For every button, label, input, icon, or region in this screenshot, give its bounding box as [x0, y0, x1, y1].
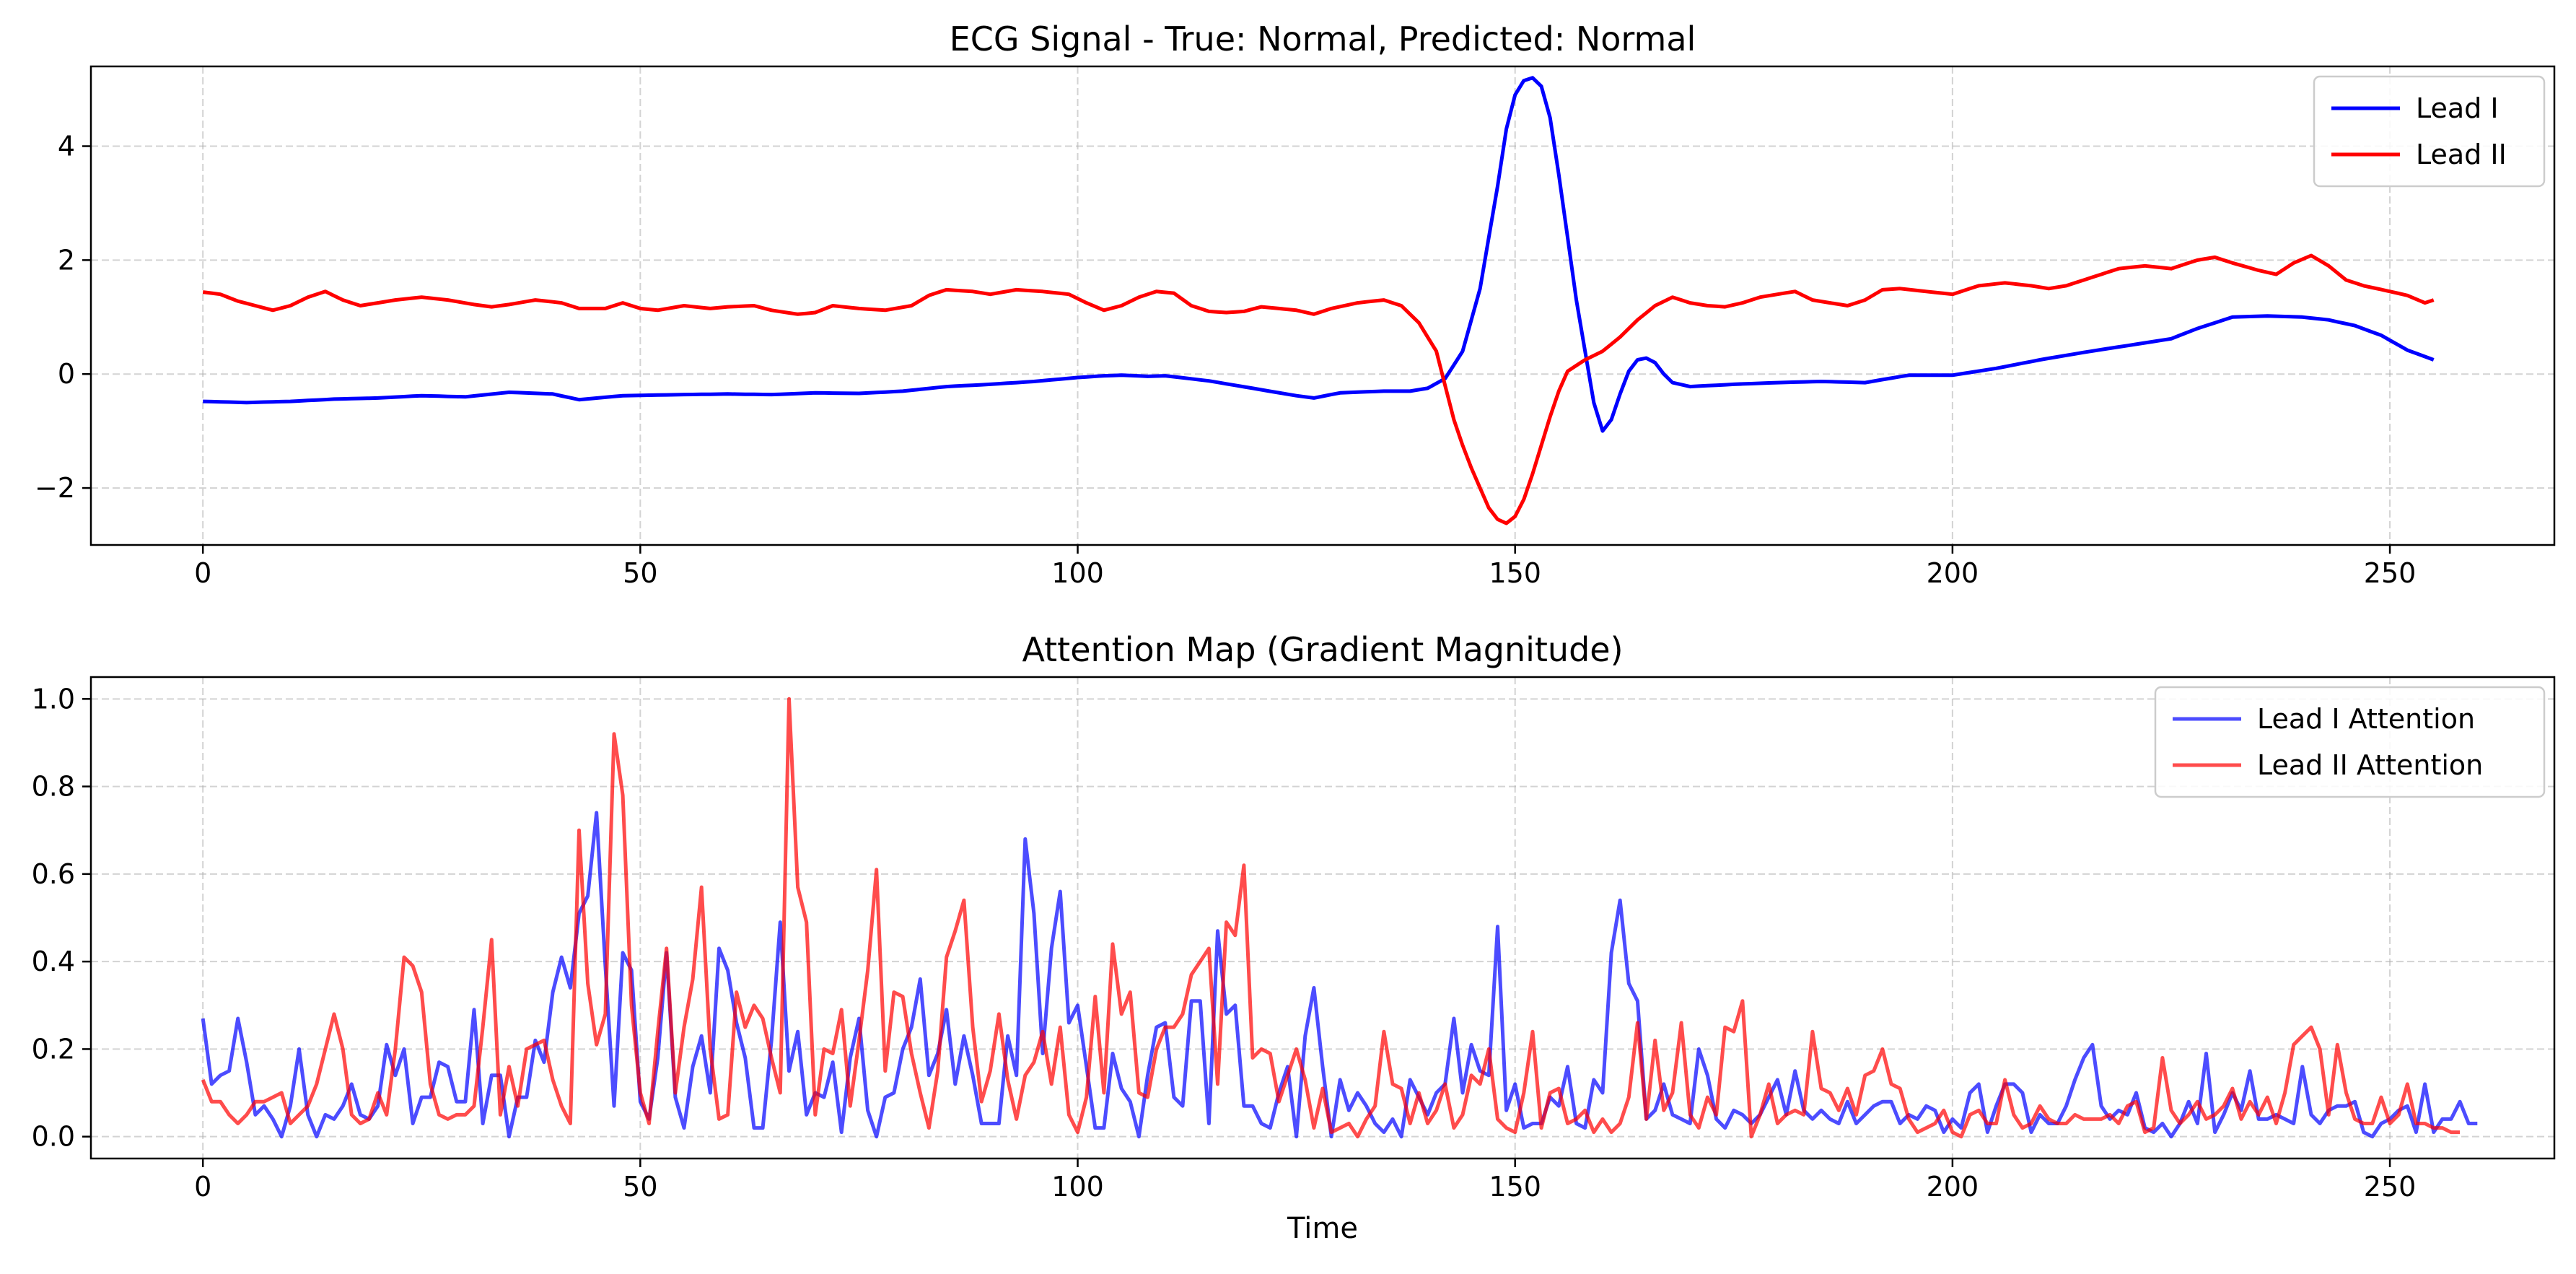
- legend: Lead I Lead II: [2313, 75, 2546, 188]
- series-line-lead-i: [203, 76, 2435, 433]
- legend-entry: Lead I Attention: [2257, 703, 2475, 735]
- x-axis-label: Time: [1287, 1212, 1358, 1245]
- y-tick-label: 4: [58, 131, 75, 162]
- x-tick-label: 0: [194, 1171, 211, 1203]
- y-tick-label: 0.2: [32, 1033, 75, 1065]
- y-tick-label: −2: [35, 472, 75, 504]
- x-tick-label: 100: [1051, 1171, 1104, 1203]
- x-tick-label: 200: [1927, 557, 1979, 589]
- y-tick-label: 0.6: [32, 858, 75, 890]
- legend-box: [2154, 686, 2546, 798]
- x-tick-label: 200: [1927, 1171, 1979, 1203]
- legend-entry: Lead II: [2416, 139, 2507, 170]
- y-tick-label: 0.8: [32, 771, 75, 803]
- x-tick-label: 50: [623, 1171, 657, 1203]
- y-tick-label: 0: [58, 358, 75, 390]
- x-tick-label: 0: [194, 557, 211, 589]
- series-line-lead-ii: [202, 253, 2435, 525]
- chart-title: ECG Signal - True: Normal, Predicted: No…: [950, 19, 1696, 58]
- legend: Lead I Attention Lead II Attention: [2154, 686, 2546, 798]
- y-tick-label: 0.4: [32, 946, 75, 977]
- plot-frame: [89, 65, 2556, 546]
- legend-entry: Lead I: [2416, 92, 2499, 124]
- chart-panel-2: 0 50 100 150 200 250 0.0 0.2 0.4 0.6 0.8 1.0 Attenti…: [32, 630, 2556, 1245]
- x-tick-label: 250: [2364, 1171, 2417, 1203]
- plot-frame: [89, 676, 2556, 1160]
- chart-title: Attention Map (Gradient Magnitude): [1022, 630, 1623, 669]
- x-tick-label: 150: [1489, 557, 1541, 589]
- x-tick-label: 100: [1051, 557, 1104, 589]
- legend-box: [2313, 75, 2546, 188]
- chart-panel-1: 0 50 100 150 200 250 −2 0 2 4 ECG Signal - True: N…: [35, 19, 2556, 589]
- y-tick-label: 2: [58, 244, 75, 276]
- x-tick-label: 50: [623, 557, 657, 589]
- y-tick-label: 0.0: [32, 1121, 75, 1153]
- legend-entry: Lead II Attention: [2257, 749, 2483, 781]
- y-tick-label: 1.0: [32, 683, 75, 715]
- series-line-lead-ii-attention: [201, 697, 2461, 1139]
- x-tick-label: 250: [2364, 557, 2417, 589]
- x-tick-label: 150: [1489, 1171, 1541, 1203]
